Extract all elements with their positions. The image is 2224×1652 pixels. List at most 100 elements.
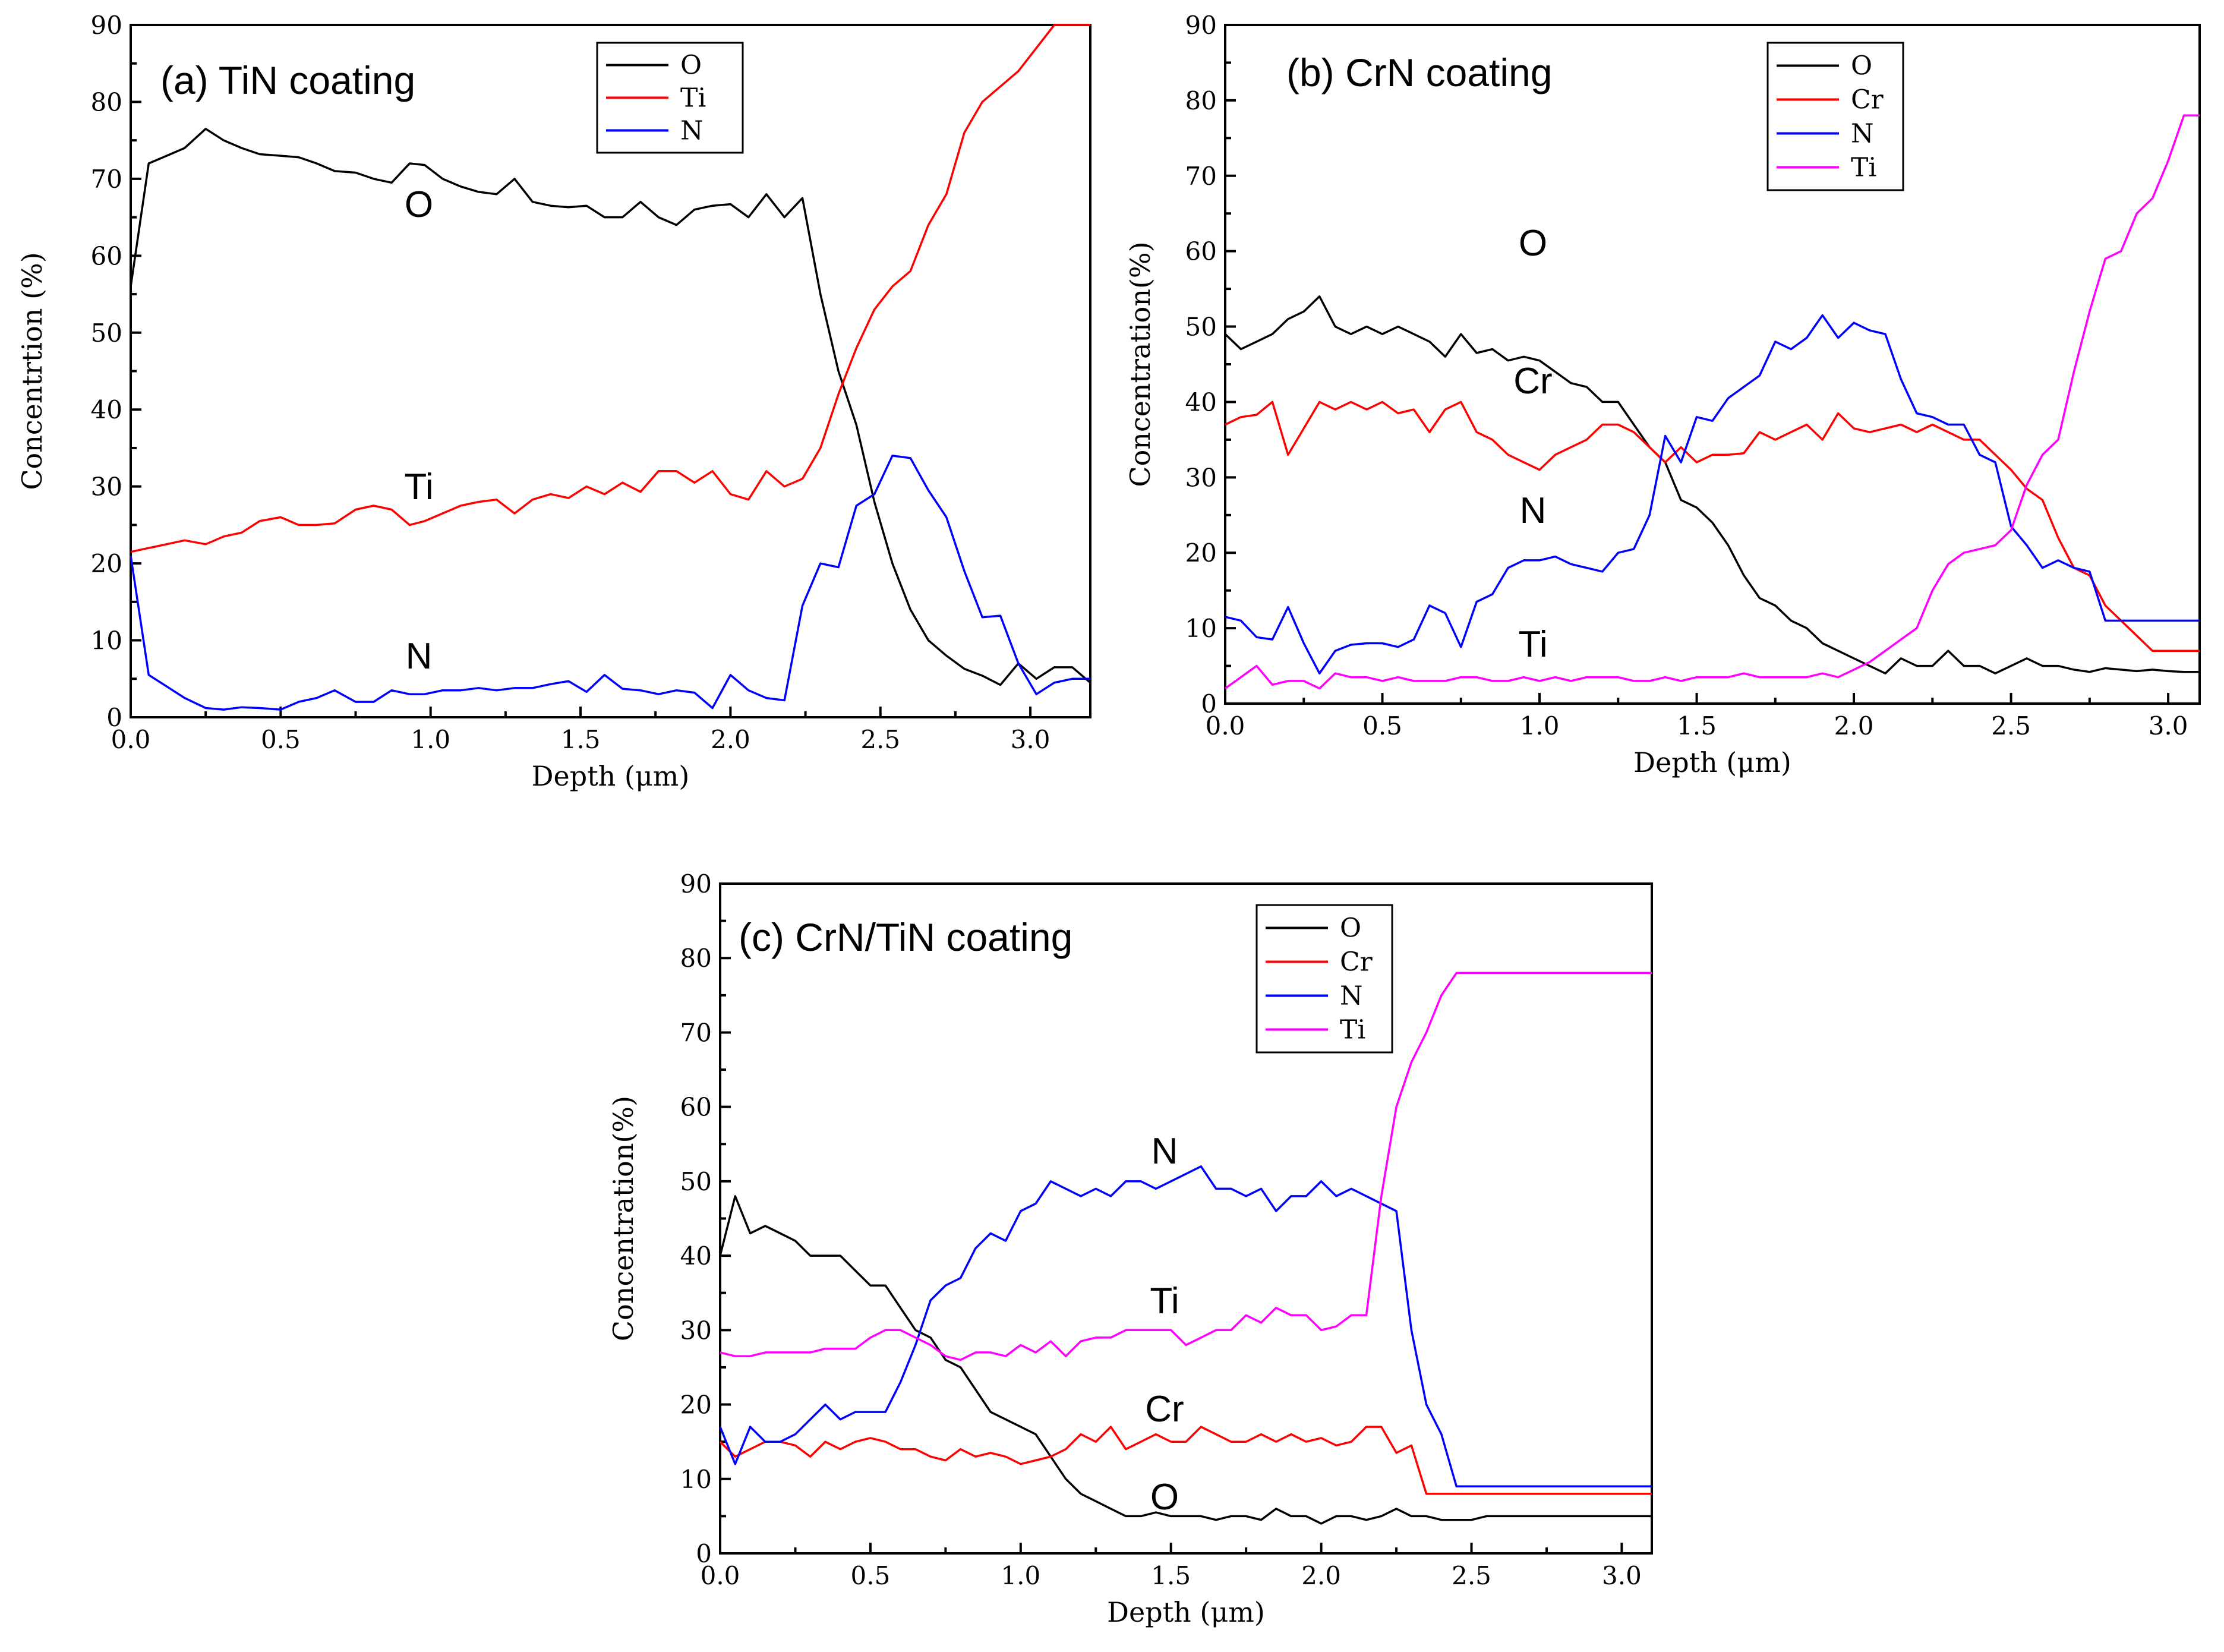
x-tick-label: 0.0	[701, 1561, 740, 1590]
annotation-label: Cr	[1145, 1389, 1184, 1430]
x-tick-label: 1.5	[1677, 711, 1717, 740]
series-line-o	[1224, 295, 2200, 674]
legend-box	[1766, 42, 1904, 191]
chart-panel-3: 0.0 0.5 1.0 1.5 2.0 2.5 3.0 0 10 20 30 40 50 60 70 80 90…	[607, 869, 1653, 1628]
panel-title: (c) CrN/TiN coating	[739, 915, 1072, 959]
y-tick-label: 40	[680, 1241, 712, 1270]
y-tick-label: 20	[1185, 538, 1217, 568]
y-tick-label: 0	[106, 703, 122, 732]
x-tick-label: 2.0	[1834, 711, 1874, 740]
legend-label-o: O	[1851, 51, 1872, 81]
x-tick-label: 2.0	[1301, 1561, 1341, 1590]
y-axis-title: Concentration(%)	[607, 1096, 639, 1341]
y-tick-label: 60	[680, 1093, 712, 1122]
y-tick-label: 80	[91, 87, 122, 116]
x-tick-label: 0.0	[111, 725, 151, 754]
x-axis-title: Depth (μm)	[1633, 746, 1791, 778]
y-tick-label: 80	[680, 944, 712, 973]
y-tick-label: 30	[680, 1316, 712, 1345]
annotation-label: Cr	[1513, 361, 1552, 402]
annotation-label: Ti	[404, 466, 433, 507]
x-tick-label: 1.0	[411, 725, 450, 754]
y-tick-label: 50	[680, 1167, 712, 1196]
series-line-n	[1225, 314, 2200, 674]
legend-label-cr: Cr	[1340, 947, 1373, 978]
series-line-cr	[719, 1426, 1652, 1495]
y-tick-label: 80	[1185, 86, 1217, 115]
y-tick-label: 90	[1185, 11, 1217, 40]
y-axis-title: Concentrtion (%)	[16, 252, 48, 490]
series-line-ti	[130, 24, 1090, 553]
annotation-label: N	[1520, 490, 1547, 531]
x-tick-label: 2.5	[1991, 711, 2031, 740]
y-tick-label: 90	[91, 11, 122, 40]
x-tick-label: 2.5	[1452, 1561, 1491, 1590]
x-tick-label: 2.0	[711, 725, 750, 754]
annotation-label: O	[1519, 223, 1547, 264]
x-tick-label: 1.5	[1151, 1561, 1191, 1590]
y-tick-label: 20	[91, 549, 122, 578]
x-tick-label: 0.5	[851, 1561, 891, 1590]
annotation-label: Ti	[1518, 624, 1547, 665]
legend-label-ti: Ti	[1340, 1015, 1365, 1045]
legend-label-n: N	[680, 116, 704, 146]
y-tick-label: 30	[1185, 463, 1217, 492]
x-axis-title: Depth (μm)	[532, 760, 690, 792]
legend-box	[1255, 904, 1393, 1054]
y-tick-label: 60	[91, 241, 122, 270]
series-line-n	[719, 1165, 1652, 1488]
annotation-label: N	[1152, 1131, 1178, 1172]
series-line-ti	[720, 972, 1652, 1361]
y-tick-label: 90	[680, 869, 712, 898]
y-tick-label: 30	[91, 472, 122, 502]
legend-label-ti: Ti	[680, 83, 706, 114]
y-tick-label: 0	[1201, 689, 1217, 718]
y-tick-label: 50	[1185, 313, 1217, 342]
annotation-label: Ti	[1150, 1281, 1179, 1322]
y-tick-label: 20	[680, 1391, 712, 1420]
legend: O Cr N Ti	[1766, 42, 1904, 191]
panel-title: (b) CrN coating	[1286, 51, 1552, 94]
series-line-cr	[1225, 401, 2200, 652]
chart-panel-2: 0.0 0.5 1.0 1.5 2.0 2.5 3.0 0 10 20 30 40 50 60 70 80 90…	[1124, 11, 2201, 778]
series-line-n	[130, 455, 1090, 711]
y-tick-label: 60	[1185, 237, 1217, 266]
x-axis-title: Depth (μm)	[1107, 1596, 1265, 1628]
y-tick-label: 70	[680, 1018, 712, 1047]
y-tick-label: 40	[1185, 387, 1217, 417]
x-tick-label: 2.5	[860, 725, 900, 754]
plot-frame	[719, 882, 1653, 1555]
legend-label-ti: Ti	[1851, 153, 1876, 183]
series-line-ti	[1224, 114, 2200, 690]
x-tick-label: 1.0	[1520, 711, 1560, 740]
chart-panel-1: 0.0 0.5 1.0 1.5 2.0 2.5 3.0 0 10 20 30 40 50 60 70 80 90…	[16, 11, 1092, 792]
y-tick-label: 70	[91, 165, 122, 194]
annotation-label: O	[1150, 1477, 1179, 1518]
legend-label-o: O	[1340, 913, 1361, 944]
panel-title: (a) TiN coating	[160, 58, 415, 102]
y-tick-label: 40	[91, 395, 122, 424]
legend-label-o: O	[680, 51, 702, 81]
annotation-label: N	[406, 636, 433, 677]
y-tick-label: 50	[91, 319, 122, 348]
y-tick-label: 10	[680, 1465, 712, 1494]
x-tick-label: 0.5	[1362, 711, 1402, 740]
x-tick-label: 1.0	[1001, 1561, 1040, 1590]
y-tick-label: 70	[1185, 162, 1217, 191]
series-line-o	[719, 1195, 1652, 1525]
x-tick-label: 0.0	[1206, 711, 1245, 740]
y-tick-label: 0	[696, 1539, 712, 1568]
series-line-o	[130, 128, 1092, 686]
legend-label-cr: Cr	[1851, 85, 1884, 115]
legend-label-n: N	[1851, 119, 1874, 149]
x-tick-label: 3.0	[1602, 1561, 1642, 1590]
y-axis-title: Concentration(%)	[1124, 241, 1156, 487]
y-tick-label: 10	[91, 626, 122, 655]
x-tick-label: 1.5	[561, 725, 601, 754]
x-tick-label: 3.0	[2149, 711, 2188, 740]
legend-label-n: N	[1340, 981, 1363, 1011]
x-tick-label: 0.5	[261, 725, 301, 754]
